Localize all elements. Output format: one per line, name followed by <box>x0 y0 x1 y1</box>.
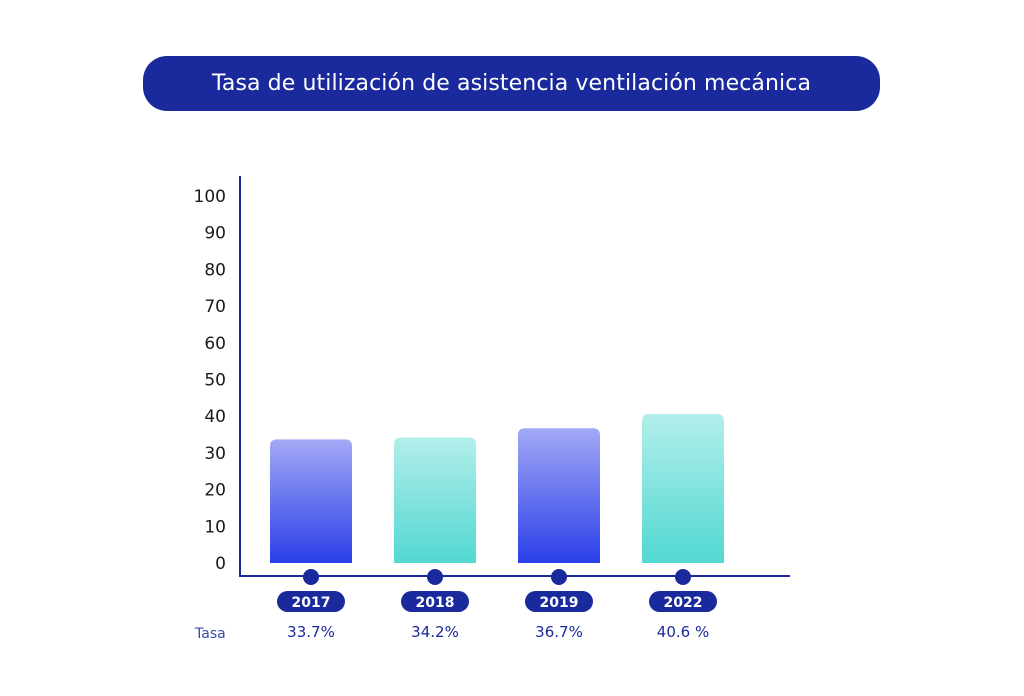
y-tick-label: 100 <box>194 187 226 207</box>
year-pill <box>525 591 593 612</box>
x-tick-label: 2022 <box>664 595 703 611</box>
y-tick-label: 70 <box>204 297 226 317</box>
x-axis-markers: 2017 33.7% 2018 34.2% 2019 36.7% 2022 40.6 % <box>277 569 717 641</box>
y-tick-label: 10 <box>204 517 226 537</box>
bar-2019 <box>518 428 600 563</box>
y-tick-label: 50 <box>204 371 226 391</box>
chart-title-banner: Tasa de utilización de asistencia ventil… <box>143 56 880 111</box>
x-marker-dot <box>427 569 443 585</box>
data-label: 33.7% <box>287 623 335 641</box>
bar-2017 <box>270 439 352 563</box>
bar-2022 <box>642 413 724 563</box>
bar-2018 <box>394 437 476 563</box>
rate-row-label: Tasa <box>194 626 226 642</box>
y-tick-label: 0 <box>215 554 226 574</box>
chart-title: Tasa de utilización de asistencia ventil… <box>211 71 812 96</box>
bars <box>270 413 724 563</box>
y-tick-label: 40 <box>204 407 226 427</box>
x-marker-dot <box>675 569 691 585</box>
data-label: 36.7% <box>535 623 583 641</box>
year-pill <box>649 591 717 612</box>
y-tick-label: 80 <box>204 260 226 280</box>
y-tick-label: 90 <box>204 224 226 244</box>
y-tick-label: 60 <box>204 334 226 354</box>
data-label: 34.2% <box>411 623 459 641</box>
y-tick-label: 30 <box>204 444 226 464</box>
x-tick-label: 2017 <box>292 595 331 611</box>
data-label: 40.6 % <box>657 623 709 641</box>
y-tick-label: 20 <box>204 481 226 501</box>
x-marker-dot <box>551 569 567 585</box>
y-axis-ticks: 0 10 20 30 40 50 60 70 80 90 100 <box>194 187 226 574</box>
year-pill <box>277 591 345 612</box>
year-pill <box>401 591 469 612</box>
x-tick-label: 2019 <box>540 595 579 611</box>
x-marker-dot <box>303 569 319 585</box>
x-tick-label: 2018 <box>416 595 455 611</box>
